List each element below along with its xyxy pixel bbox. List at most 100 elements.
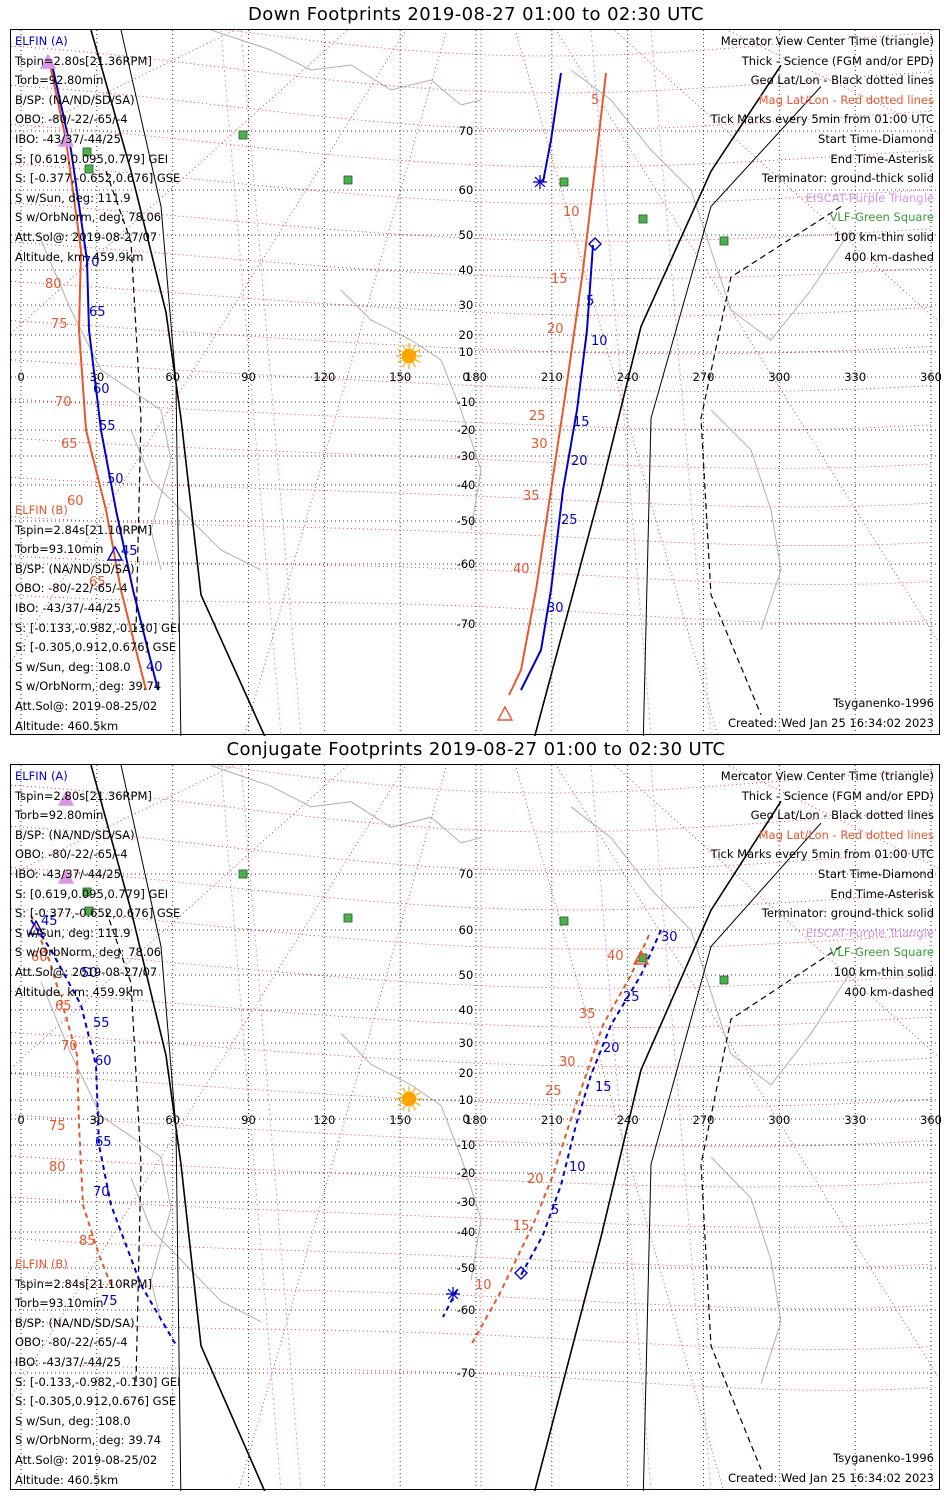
sun-ray xyxy=(412,362,417,368)
coastline xyxy=(340,289,482,531)
elfin-b-tick-label: 30 xyxy=(559,1055,576,1070)
lon-label: 90 xyxy=(241,1113,256,1127)
lon-label: 300 xyxy=(768,370,790,384)
map-frame-conjugate: 0 30 60 90 120 150 180 210 240 270 300 330 360 70 60 50… xyxy=(10,764,941,1491)
legend-line: 400 km-dashed xyxy=(844,984,934,999)
lon-label: 120 xyxy=(313,1113,335,1127)
legend-line: 400 km-dashed xyxy=(844,249,934,264)
vlf-station-square xyxy=(84,164,94,174)
mag-lat-curve xyxy=(11,594,932,624)
start-time-diamond xyxy=(588,237,602,251)
eiscat-triangle xyxy=(57,868,75,884)
sun-ray xyxy=(401,1087,406,1093)
elfin-b-info: ELFIN (B) Tspin=2.84s[21.10RPM] Torb=93.… xyxy=(15,501,181,736)
lat-label: -40 xyxy=(457,478,476,492)
eiscat-meridian xyxy=(240,765,302,1491)
lon-label: 150 xyxy=(389,370,411,384)
lat-label: 30 xyxy=(459,298,474,312)
start-time-diamond xyxy=(514,1266,528,1280)
elfin-b-tick-label: 20 xyxy=(547,322,564,337)
legend-line: Mag Lat/Lon - Red dotted lines xyxy=(758,92,934,107)
mag-lat-curve xyxy=(11,359,932,393)
mag-lat-curve xyxy=(11,398,932,431)
legend-line: Mag Lat/Lon - Red dotted lines xyxy=(758,827,934,842)
sun-ray xyxy=(415,359,421,364)
lon-label: 210 xyxy=(541,1113,563,1127)
vlf-station-square xyxy=(82,147,92,157)
info-line: S w/OrbNorm, deg: 39.74 xyxy=(15,679,162,694)
eiscat-meridian xyxy=(650,30,712,736)
info-line: Tspin=2.80s[21.36RPM] xyxy=(15,53,152,68)
lat-label: 40 xyxy=(459,263,474,277)
mag-lat-curve xyxy=(11,84,932,131)
legend-line: 100 km-thin solid xyxy=(833,964,934,979)
coastline xyxy=(210,765,482,844)
vlf-station-square xyxy=(719,975,729,985)
coastline xyxy=(570,806,852,1086)
info-line: IBO: -43/37/-44/25 xyxy=(15,1354,121,1369)
lon-label: 60 xyxy=(165,370,180,384)
legend-line: VLF-Green Square xyxy=(829,210,934,225)
legend-line: EISCAT-Purple Triangle xyxy=(805,190,934,205)
coastline xyxy=(130,429,262,571)
lon-label: 270 xyxy=(693,370,715,384)
mag-lat-curve xyxy=(11,320,932,355)
elfin-a-tick-label: 45 xyxy=(121,544,138,559)
elfin-a-tick-label: 70 xyxy=(83,255,100,270)
coastline xyxy=(40,981,172,1322)
lat-label: 30 xyxy=(459,1036,474,1050)
legend-line: Tick Marks every 5min from 01:00 UTC xyxy=(710,847,934,862)
lat-label: 60 xyxy=(459,923,474,937)
elfin-a-tick-label: 50 xyxy=(107,472,124,487)
altitude-100km xyxy=(120,765,182,1491)
legend-line: Geo Lat/Lon - Black dotted lines xyxy=(750,73,934,88)
lon-label: 180 xyxy=(465,1113,487,1127)
lon-label: 0 xyxy=(17,1113,24,1127)
vlf-station-square xyxy=(559,916,569,926)
legend: Mercator View Center Time (triangle) Thi… xyxy=(711,32,934,267)
center-time-triangle xyxy=(106,545,124,561)
model-label: Tsyganenko-1996 xyxy=(833,1451,934,1465)
elfin-b-tick-label: 35 xyxy=(579,1007,596,1022)
elfin-a-tick-label: 65 xyxy=(89,305,106,320)
info-line: OBO: -80/-22/-65/-4 xyxy=(15,1335,128,1350)
elfin-b-tick-label: 20 xyxy=(527,1172,544,1187)
info-line: IBO: -43/37/-44/25 xyxy=(15,866,121,881)
info-line: B/SP: (NA/ND/SD/SA) xyxy=(15,1315,135,1330)
mag-lat-curve xyxy=(11,825,932,872)
info-line: OBO: -80/-22/-65/-4 xyxy=(15,847,128,862)
mag-lat-curve xyxy=(11,1196,932,1228)
lat-label: 60 xyxy=(459,183,474,197)
lon-label: 330 xyxy=(844,1113,866,1127)
lon-label: 270 xyxy=(693,1113,715,1127)
info-line: Att.Sol@: 2019-08-27/07 xyxy=(15,964,158,979)
info-line: S w/Sun, deg: 111.9 xyxy=(15,190,131,205)
coastline xyxy=(40,239,172,571)
lat-label: 0 xyxy=(462,1112,469,1126)
elfin-b-tick-label: 25 xyxy=(529,409,546,424)
lat-label: -30 xyxy=(457,1195,476,1209)
sun-ray xyxy=(397,359,403,364)
lon-label: 120 xyxy=(313,370,335,384)
lon-label: 90 xyxy=(241,370,256,384)
elfin-a-tick-label: 65 xyxy=(95,1135,112,1150)
mag-lat-curve xyxy=(11,1155,932,1188)
panel-title-conjugate: Conjugate Footprints 2019-08-27 01:00 to… xyxy=(226,739,726,760)
elfin-b-tick-label: 5 xyxy=(591,93,599,108)
panel-title-down: Down Footprints 2019-08-27 01:00 to 02:3… xyxy=(248,4,704,25)
info-line: S: [0.619,0.095,0.779] GEI xyxy=(15,151,169,166)
lat-label: 10 xyxy=(459,1093,474,1107)
elfin-b-tick-label: 15 xyxy=(551,272,568,287)
info-line: IBO: -43/37/-44/25 xyxy=(15,600,121,615)
elfin-b-tick-label: 75 xyxy=(49,1119,66,1134)
sun-ray xyxy=(415,348,421,353)
elfin-b-tick-label: 65 xyxy=(61,437,78,452)
elfin-a-tick-label: 20 xyxy=(603,1041,620,1056)
info-line: Tspin=2.80s[21.36RPM] xyxy=(15,788,152,803)
lat-label: 0 xyxy=(462,370,469,384)
lon-label: 360 xyxy=(920,370,941,384)
elfin-b-tick-label: 80 xyxy=(45,277,62,292)
elfin-b-tick-label: 65 xyxy=(89,575,106,590)
vlf-station-square xyxy=(638,214,648,224)
altitude-400km xyxy=(105,170,142,631)
